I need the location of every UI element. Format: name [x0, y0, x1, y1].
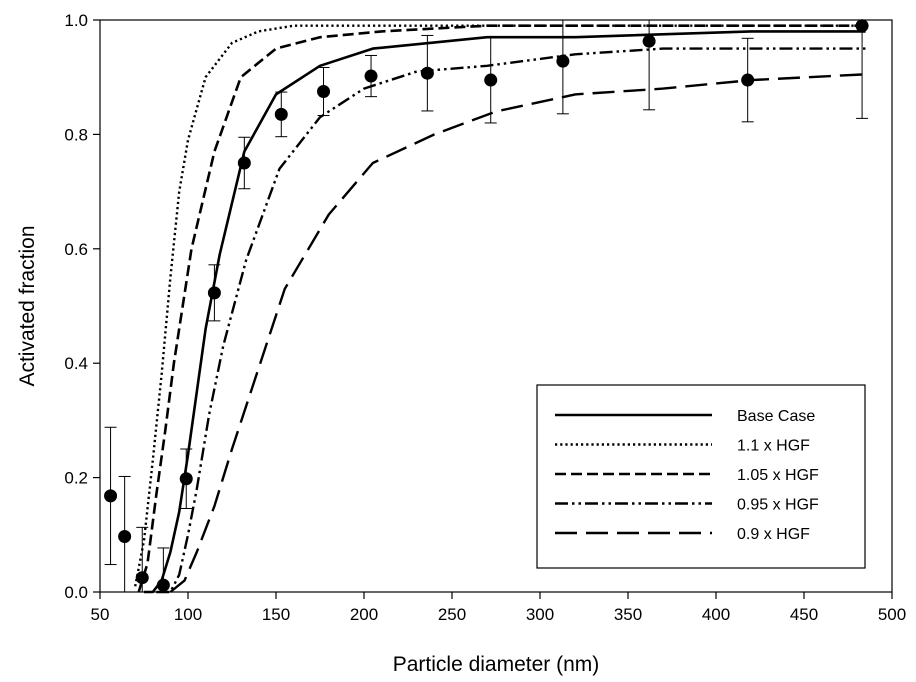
- y-axis-title: Activated fraction: [16, 225, 39, 386]
- y-tick-label: 0.0: [64, 583, 88, 602]
- observation-point: [237, 136, 251, 190]
- observation-point: [556, 19, 570, 115]
- observation-marker: [156, 578, 170, 592]
- legend: Base Case 1.1 x HGF 1.05 x HGF 0.95 x HGF 0.…: [536, 384, 866, 569]
- observation-marker: [484, 73, 498, 87]
- x-tick-label: 500: [878, 605, 906, 624]
- observation-marker: [364, 69, 378, 83]
- y-axis-ticks: 0.0 0.2 0.4 0.6 0.8 1.0: [64, 11, 100, 602]
- observation-marker: [642, 34, 656, 48]
- y-tick-label: 0.8: [64, 125, 88, 144]
- y-tick-label: 0.4: [64, 354, 88, 373]
- x-tick-label: 350: [614, 605, 642, 624]
- x-tick-label: 450: [790, 605, 818, 624]
- observation-point: [104, 426, 118, 566]
- legend-label-2: 1.05 x HGF: [737, 467, 819, 484]
- observation-marker: [741, 73, 755, 87]
- observation-point: [855, 19, 869, 119]
- observation-marker: [118, 530, 132, 544]
- observation-marker: [317, 85, 331, 98]
- legend-label-3: 0.95 x HGF: [737, 497, 819, 514]
- x-tick-label: 400: [702, 605, 730, 624]
- observation-marker: [179, 472, 193, 486]
- observation-point: [156, 547, 170, 593]
- observation-marker: [104, 489, 118, 503]
- observation-marker: [420, 66, 434, 80]
- observation-point: [741, 37, 755, 123]
- observation-point: [135, 526, 149, 593]
- plot-frame: [99, 19, 893, 593]
- series-line-4: [169, 73, 866, 593]
- y-tick-label: 1.0: [64, 11, 88, 30]
- observation-point: [207, 264, 221, 322]
- observation-point: [317, 66, 331, 117]
- x-tick-label: 50: [91, 605, 110, 624]
- observation-point: [420, 34, 434, 112]
- observation-point: [274, 91, 288, 138]
- x-axis-ticks: 50 100 150 200 250 300 350 400 450 500: [91, 592, 906, 624]
- legend-label-0: Base Case: [737, 408, 815, 425]
- x-tick-label: 300: [526, 605, 554, 624]
- series-line-1: [134, 24, 866, 587]
- observation-point: [179, 448, 193, 509]
- observation-point: [364, 54, 378, 98]
- legend-label-1: 1.1 x HGF: [737, 438, 810, 455]
- y-tick-label: 0.2: [64, 469, 88, 488]
- x-tick-label: 100: [174, 605, 202, 624]
- observation-point: [484, 36, 498, 124]
- series-line-2: [137, 24, 866, 593]
- series-line-3: [156, 47, 866, 594]
- observation-marker: [135, 571, 149, 585]
- y-tick-label: 0.6: [64, 240, 88, 259]
- x-tick-label: 200: [350, 605, 378, 624]
- observation-marker: [556, 54, 570, 68]
- observation-marker: [274, 107, 288, 121]
- observations-layer: [104, 19, 869, 593]
- observation-marker: [855, 19, 869, 33]
- series-layer: [134, 24, 866, 594]
- series-line-0: [144, 30, 866, 594]
- observation-point: [118, 475, 132, 593]
- x-axis-title: Particle diameter (nm): [393, 653, 600, 676]
- x-tick-label: 150: [262, 605, 290, 624]
- observation-marker: [237, 156, 251, 170]
- legend-label-4: 0.9 x HGF: [737, 526, 810, 543]
- observation-marker: [207, 286, 221, 300]
- x-tick-label: 250: [438, 605, 466, 624]
